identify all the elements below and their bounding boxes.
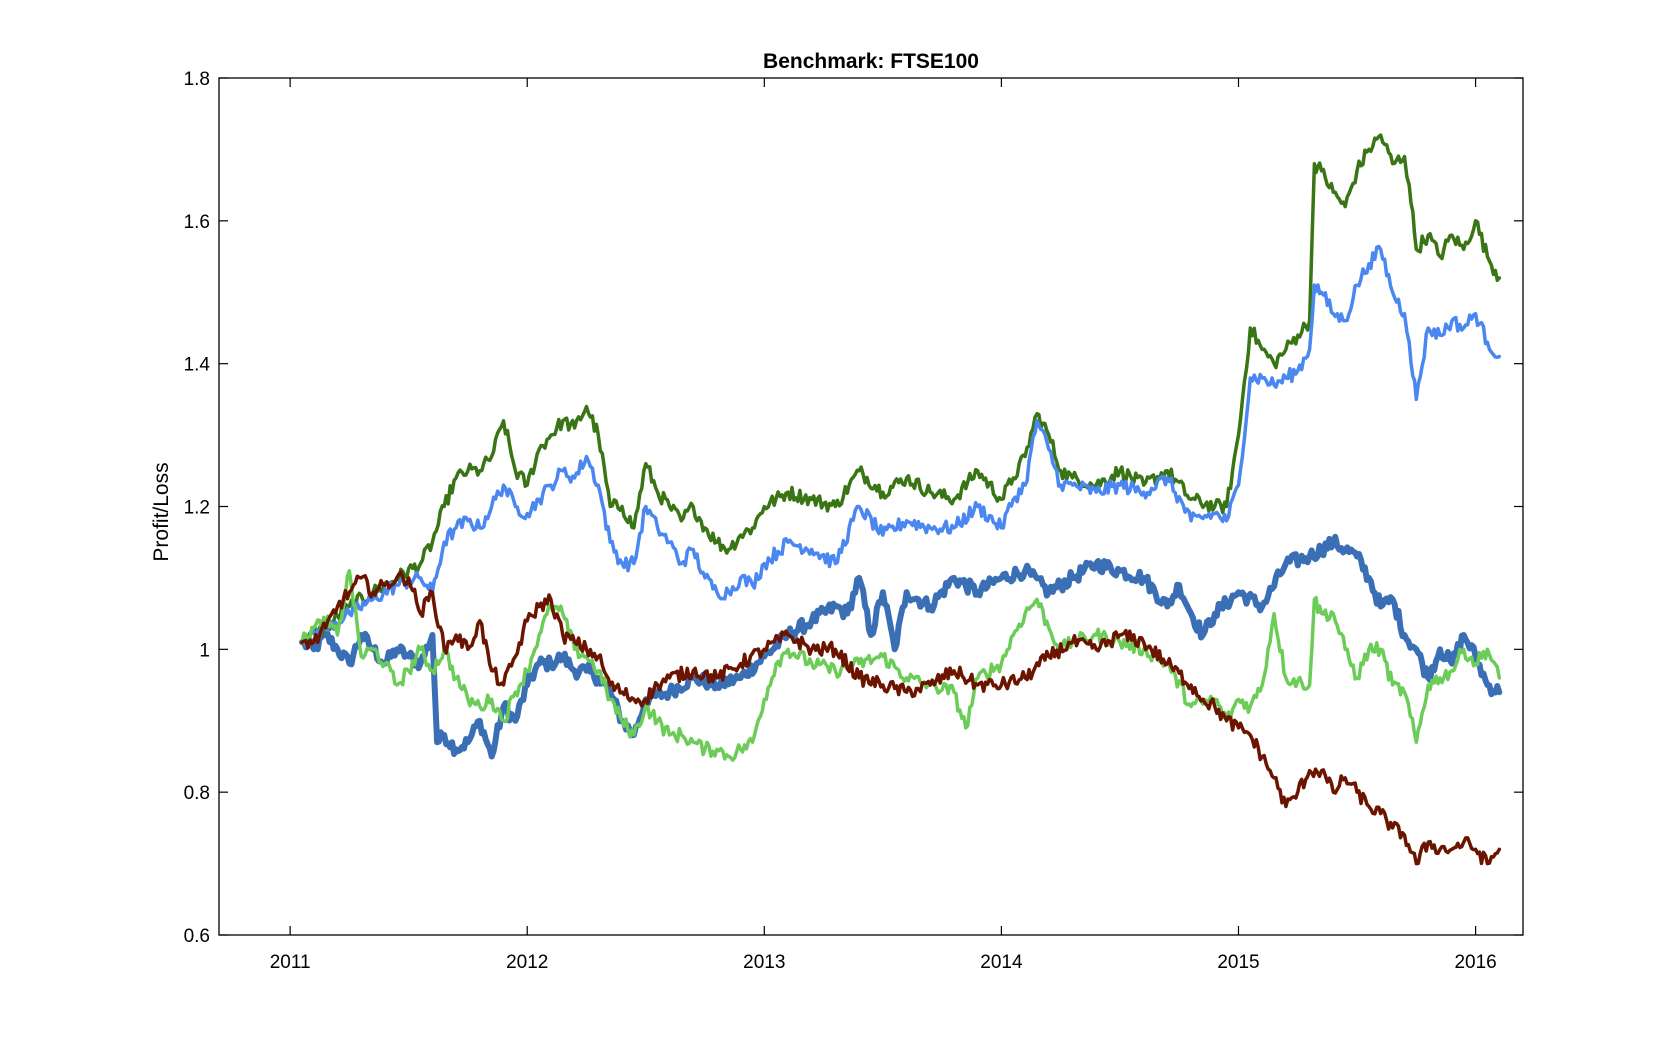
y-tick-label: 1: [199, 640, 210, 661]
series-line-1: [300, 133, 1502, 647]
series-line-3: [299, 533, 1503, 760]
y-tick-label: 0.8: [184, 783, 210, 804]
x-tick-label: 2015: [1217, 952, 1259, 973]
y-tick-label: 1.6: [184, 212, 210, 233]
x-tick-label: 2016: [1454, 952, 1496, 973]
x-tick-label: 2012: [506, 952, 548, 973]
series-group: [299, 133, 1503, 866]
ticks-group: 2011 2012 2013 2014 2015 2016 0.6 0.8 1 1.2 1.4 1.6…: [184, 69, 1523, 973]
series-line-2: [300, 244, 1502, 648]
x-tick-label: 2013: [743, 952, 785, 973]
series-line-4: [300, 569, 1502, 762]
y-axis-label: Profit/Loss: [150, 462, 173, 561]
x-tick-label: 2014: [980, 952, 1023, 973]
y-tick-label: 1.4: [184, 355, 211, 376]
y-tick-label: 0.6: [184, 926, 210, 947]
y-tick-label: 1.2: [184, 498, 210, 519]
plot-frame: [218, 77, 1524, 936]
series-line-5: [300, 570, 1502, 866]
x-tick-label: 2011: [270, 952, 311, 973]
y-tick-label: 1.8: [184, 69, 210, 90]
chart-title: Benchmark: FTSE100: [763, 50, 979, 73]
